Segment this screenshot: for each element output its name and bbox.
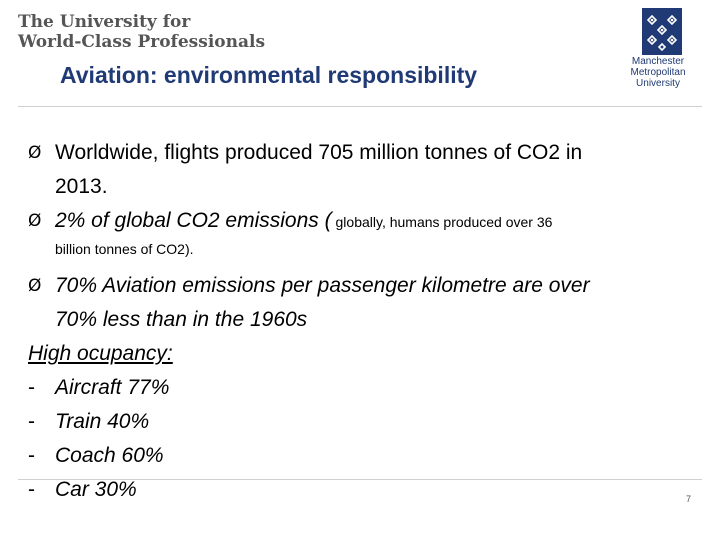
bullet-emissions-reduction: Ø 70% Aviation emissions per passenger k… [28,269,700,337]
logo-line-1: Manchester [631,56,685,67]
university-logo: Manchester Metropolitan University [612,8,704,96]
tagline-line-1: The University for [18,12,191,32]
bullet-flights-line-1: Worldwide, flights produced 705 million … [55,141,583,164]
occupancy-item: - Train 40% [28,405,700,439]
occupancy-item-label: Car 30% [55,478,137,501]
bullet-global-share-note: globally, humans produced over 36 [331,214,553,230]
tagline-line-2: World-Class Professionals [18,32,266,52]
dash-bullet: - [28,410,35,433]
bullet-global-share-main: 2% of global CO2 emissions ( [55,209,332,232]
page-number: 7 [686,494,692,504]
slide-title: Aviation: environmental responsibility [60,62,478,88]
bullet-emissions-line-1: 70% Aviation emissions per passenger kil… [55,274,590,297]
occupancy-item: - Aircraft 77% [28,371,700,405]
dash-bullet: - [28,444,35,467]
university-tagline: The University for World-Class Professio… [18,12,265,52]
arrow-bullet-icon: Ø [28,143,42,163]
occupancy-heading: High ocupancy: [28,342,173,365]
arrow-bullet-icon: Ø [28,276,42,296]
occupancy-item: - Coach 60% [28,439,700,473]
arrow-bullet-icon: Ø [28,211,42,231]
occupancy-item: - Car 30% [28,473,700,507]
logo-wordmark: Manchester Metropolitan University [612,56,704,89]
logo-line-3: University [636,78,680,89]
bullet-global-share-line-1: 2% of global CO2 emissions ( globally, h… [55,204,700,239]
occupancy-item-label: Coach 60% [55,444,164,467]
slide-body: Ø Worldwide, flights produced 705 millio… [28,136,700,507]
occupancy-item-label: Train 40% [55,410,150,433]
mmu-logo-icon [642,8,682,55]
bullet-flights: Ø Worldwide, flights produced 705 millio… [28,136,700,204]
bullet-global-share: Ø 2% of global CO2 emissions ( globally,… [28,204,700,239]
bullet-flights-line-2: 2013. [55,175,108,198]
dash-bullet: - [28,478,35,501]
bullet-emissions-line-2: 70% less than in the 1960s [55,308,308,331]
dash-bullet: - [28,376,35,399]
bullet-global-share-line-2: billion tonnes of CO2). [55,241,194,257]
logo-line-2: Metropolitan [630,67,686,78]
footer-divider [18,479,702,480]
header-divider [18,106,702,107]
occupancy-item-label: Aircraft 77% [55,376,170,399]
